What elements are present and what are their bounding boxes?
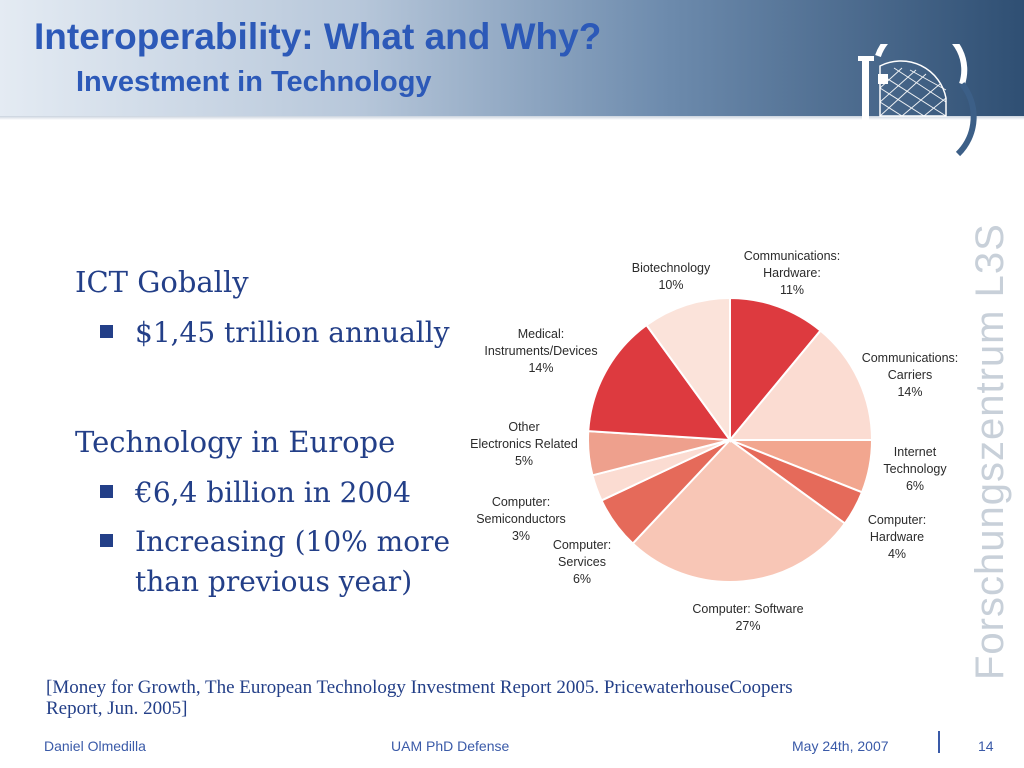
citation-line-1: [Money for Growth, The European Technolo… xyxy=(46,677,793,698)
pie-slice-9 xyxy=(645,296,731,444)
pie-label-9: Biotechnology 10% xyxy=(632,261,711,292)
pie-label-1: Communications: Carriers 14% xyxy=(862,351,959,399)
pie-label-3: Computer: Hardware 4% xyxy=(868,513,926,561)
title-bar-shadow xyxy=(0,116,1024,120)
l3s-logo-icon xyxy=(858,44,977,157)
technology-investment-pie-chart: Communications: Hardware: 11% Communication… xyxy=(470,249,959,633)
footer-event: UAM PhD Defense xyxy=(391,738,510,754)
slide-title: Interoperability: What and Why? xyxy=(34,16,602,57)
bullet-europe-2004: €6,4 billion in 2004 xyxy=(135,476,411,509)
footer-author: Daniel Olmedilla xyxy=(44,738,146,754)
pie-slice-4 xyxy=(631,438,847,583)
pie-label-2: Internet Technology 6% xyxy=(883,445,947,493)
bullet-increasing-continued: than previous year) xyxy=(135,565,413,598)
pie-slice-1 xyxy=(727,329,874,441)
pie-label-5: Computer: Services 6% xyxy=(553,538,611,586)
heading-ict-globally: ICT Gobally xyxy=(75,265,249,299)
pie-label-6: Computer: Semiconductors 3% xyxy=(476,495,566,543)
title-bar xyxy=(0,0,1024,118)
citation-line-2: Report, Jun. 2005] xyxy=(46,698,188,719)
pie-label-0: Communications: Hardware: 11% xyxy=(744,249,841,297)
bullet-increasing: Increasing (10% more xyxy=(135,525,451,558)
bullet-square-icon xyxy=(100,325,113,338)
bullet-ict-annual: $1,45 trillion annually xyxy=(135,316,450,349)
pie-label-4: Computer: Software 27% xyxy=(692,602,803,633)
pie-slice-8 xyxy=(587,323,733,442)
footer-date: May 24th, 2007 xyxy=(792,738,889,754)
pie-label-8: Medical: Instruments/Devices 14% xyxy=(484,327,597,375)
citation: [Money for Growth, The European Technolo… xyxy=(46,677,926,719)
pie-label-7: Other Electronics Related 5% xyxy=(470,420,578,468)
heading-technology-europe: Technology in Europe xyxy=(75,425,396,459)
footer-divider xyxy=(938,731,940,753)
bullet-square-icon xyxy=(100,485,113,498)
slide-subtitle: Investment in Technology xyxy=(76,66,432,98)
bullet-square-icon xyxy=(100,534,113,547)
footer-page-number: 14 xyxy=(978,738,994,754)
pie-slice-0 xyxy=(729,296,822,443)
